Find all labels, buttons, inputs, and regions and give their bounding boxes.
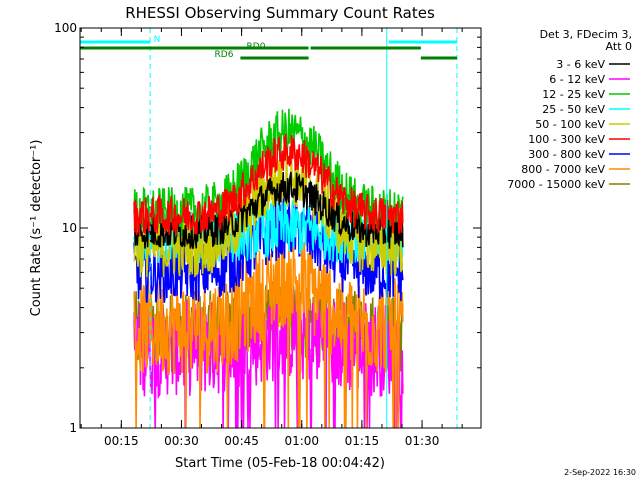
legend-label-2: 12 - 25 keV (542, 88, 605, 101)
legend-header-0: Det 3, FDecim 3, (540, 28, 632, 41)
legend-label-3: 25 - 50 keV (542, 103, 605, 116)
legend-label-5: 100 - 300 keV (528, 133, 605, 146)
legend-label-1: 6 - 12 keV (549, 73, 605, 86)
legend-label-6: 300 - 800 keV (528, 148, 605, 161)
legend-label-4: 50 - 100 keV (535, 118, 605, 131)
flag-bars: N RD0 RD6 (80, 35, 457, 60)
legend: Det 3, FDecim 3,Att 03 - 6 keV 6 - 12 keV… (507, 28, 632, 191)
legend-label-0: 3 - 6 keV (556, 58, 605, 71)
y-axis-label: Count Rate (s⁻¹ detector⁻¹) (29, 140, 44, 317)
series-line-7 (133, 232, 404, 428)
x-tick-label-0: 00:15 (104, 434, 139, 448)
legend-label-8: 7000 - 15000 keV (507, 178, 605, 191)
y-tick-label-2: 100 (54, 21, 77, 35)
x-tick-label-5: 01:30 (405, 434, 440, 448)
flag-label-1: RD0 (247, 42, 266, 52)
footer-timestamp: 2-Sep-2022 16:30 (564, 468, 636, 477)
legend-header-1: Att 0 (606, 40, 632, 53)
y-tick-label-0: 1 (69, 421, 77, 435)
x-tick-label-1: 00:30 (164, 434, 199, 448)
x-axis-label: Start Time (05-Feb-18 00:04:42) (175, 456, 385, 471)
plot-area (80, 28, 458, 428)
series-line-5 (133, 133, 404, 237)
flag-label-0: N (154, 35, 161, 45)
legend-label-7: 800 - 7000 keV (521, 163, 605, 176)
x-tick-label-2: 00:45 (224, 434, 259, 448)
flag-label-2: RD6 (215, 50, 234, 60)
x-tick-label-4: 01:15 (345, 434, 380, 448)
chart-title: RHESSI Observing Summary Count Rates (125, 4, 435, 22)
x-tick-label-3: 01:00 (284, 434, 319, 448)
y-tick-label-1: 10 (62, 221, 77, 235)
axes: 00:15 00:30 00:45 01:00 01:15 01:30 1 10 100 (54, 21, 482, 448)
